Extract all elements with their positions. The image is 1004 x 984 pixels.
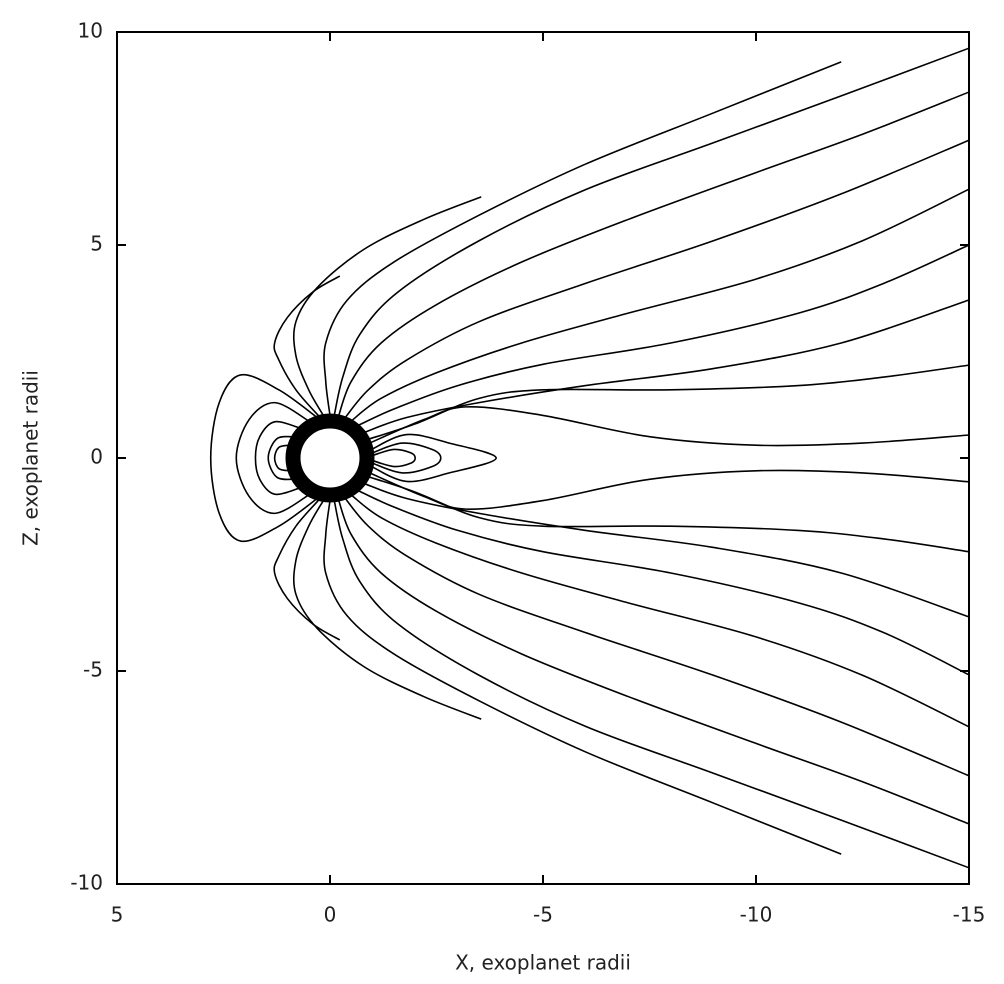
field-line — [369, 469, 970, 510]
x-tick-label: 0 — [324, 903, 337, 927]
field-line — [357, 244, 970, 427]
x-tick-label: 5 — [111, 903, 124, 927]
field-line — [337, 91, 970, 417]
field-line — [369, 406, 970, 447]
field-line — [273, 275, 341, 418]
field-line — [323, 500, 842, 855]
field-line — [292, 196, 482, 417]
field-line — [337, 499, 970, 825]
field-line — [235, 401, 310, 515]
field-line — [344, 139, 970, 419]
field-line — [292, 499, 482, 720]
y-tick-label: 10 — [78, 19, 103, 43]
field-line — [323, 61, 842, 416]
field-line — [209, 373, 318, 543]
x-axis-label: X, exoplanet radii — [455, 951, 631, 975]
y-axis-label: Z, exoplanet radii — [19, 370, 43, 546]
y-tick-label: 5 — [90, 232, 103, 256]
field-line — [267, 435, 294, 481]
field-line — [273, 444, 290, 472]
field-line — [368, 364, 970, 441]
field-line — [273, 498, 341, 641]
y-tick-label: -10 — [70, 871, 103, 895]
field-line — [333, 500, 970, 869]
field-lines — [209, 47, 970, 869]
field-line — [363, 299, 970, 434]
field-line — [350, 494, 970, 728]
planet — [285, 413, 375, 503]
x-tick-label: -5 — [533, 903, 553, 927]
field-line — [333, 47, 970, 416]
field-line — [372, 448, 417, 468]
field-line — [370, 433, 497, 483]
x-tick-label: -15 — [953, 903, 986, 927]
field-line — [371, 442, 442, 474]
field-line — [344, 497, 970, 777]
x-tick-label: -10 — [740, 903, 773, 927]
field-line — [350, 188, 970, 422]
field-line — [357, 489, 970, 676]
y-tick-label: 0 — [90, 445, 103, 469]
field-line — [254, 420, 301, 496]
field-line — [363, 482, 970, 618]
plot-frame — [116, 31, 970, 885]
y-tick-label: -5 — [83, 658, 103, 682]
